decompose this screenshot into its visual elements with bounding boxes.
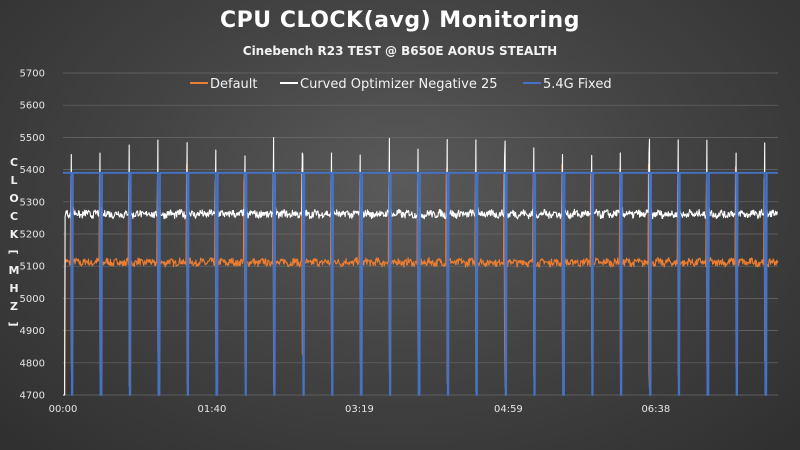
y-tick-label: 5000: [20, 294, 45, 305]
series-lines: [62, 137, 779, 396]
y-tick-label: 4700: [20, 391, 45, 402]
y-axis-label-char: H: [9, 282, 18, 295]
legend: Default Curved Optimizer Negative 25 5.4G …: [190, 77, 612, 92]
y-tick-label: 5100: [20, 262, 45, 273]
x-tick-label: 06:38: [641, 404, 670, 415]
x-tick-label: 00:00: [49, 404, 78, 415]
y-tick-label: 4900: [20, 326, 45, 337]
legend-label: Default: [210, 77, 258, 92]
y-axis-label-char: [: [7, 249, 20, 254]
y-tick-label: 5200: [20, 230, 45, 241]
legend-label: Curved Optimizer Negative 25: [300, 77, 498, 92]
x-tick-label: 03:19: [345, 404, 374, 415]
y-axis-label-char: Z: [10, 300, 18, 313]
x-axis-ticks: 00:00 01:40 03:19 04:59 06:38: [49, 404, 671, 415]
y-tick-label: 5400: [20, 165, 45, 176]
y-axis-label-char: O: [9, 192, 18, 205]
y-tick-label: 5600: [20, 101, 45, 112]
y-axis-label-char: M: [9, 264, 20, 277]
x-tick-label: 04:59: [494, 404, 523, 415]
y-axis-label-char: L: [10, 174, 17, 187]
y-axis-label-char: ]: [7, 321, 20, 326]
y-tick-label: 5300: [20, 197, 45, 208]
x-tick-label: 01:40: [198, 404, 227, 415]
y-axis-label-char: C: [10, 156, 18, 169]
y-axis-label-char: C: [10, 210, 18, 223]
series-line-3: [62, 171, 779, 396]
y-tick-label: 5700: [20, 69, 45, 80]
y-tick-label: 4800: [20, 358, 45, 369]
legend-label: 5.4G Fixed: [543, 77, 612, 92]
y-axis-ticks: 5700 5600 5500 5400 5300 5200 5100 5000 4900 4800…: [20, 69, 45, 402]
y-axis-label: CLOCK[MHZ]: [7, 156, 20, 327]
chart-title: CPU CLOCK(avg) Monitoring: [220, 8, 580, 33]
y-axis-label-char: K: [10, 228, 19, 241]
y-tick-label: 5500: [20, 133, 45, 144]
chart-subtitle: Cinebench R23 TEST @ B650E AORUS STEALTH: [242, 44, 558, 58]
